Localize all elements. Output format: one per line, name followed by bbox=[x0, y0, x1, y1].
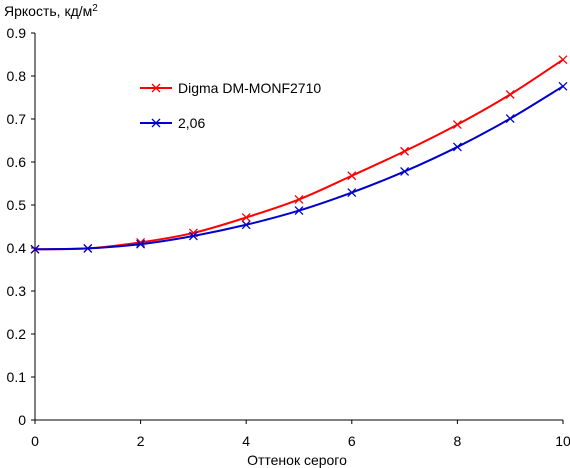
x-tick-label-1: 2 bbox=[137, 433, 145, 449]
series-0-point-4 bbox=[241, 213, 251, 222]
y-tick-label-1: 0.1 bbox=[7, 369, 27, 385]
y-tick-label-8: 0.8 bbox=[7, 68, 27, 84]
series-1-point-0 bbox=[30, 244, 40, 254]
plot-area: 0 0.1 0.2 0.3 0.4 0.5 0.6 0.7 0.8 0.9 0 2 4 6 8 10 Digma… bbox=[7, 25, 570, 449]
x-tick-label-5: 10 bbox=[555, 433, 570, 449]
series-0-point-7 bbox=[400, 146, 410, 156]
series-0-point-10 bbox=[558, 55, 568, 65]
y-tick-label-9: 0.9 bbox=[7, 25, 27, 41]
x-tick-label-4: 8 bbox=[454, 433, 462, 449]
legend-label-0: Digma DM-MONF2710 bbox=[178, 80, 321, 96]
y-axis-title-superscript: 2 bbox=[92, 3, 98, 14]
legend-marker-0 bbox=[151, 83, 161, 93]
x-axis-title: Оттенок серого bbox=[247, 452, 347, 468]
series-0-point-9 bbox=[505, 90, 515, 99]
y-tick-label-2: 0.2 bbox=[7, 326, 27, 342]
series-1-point-2 bbox=[136, 239, 146, 249]
y-tick-label-5: 0.5 bbox=[7, 197, 27, 213]
y-tick-label-4: 0.4 bbox=[7, 240, 27, 256]
legend-label-1: 2,06 bbox=[178, 115, 205, 131]
y-tick-label-0: 0 bbox=[18, 412, 26, 428]
series-1-point-10 bbox=[558, 81, 568, 91]
series-0-point-5 bbox=[294, 194, 304, 204]
series-1-point-6 bbox=[347, 188, 357, 197]
x-tick-label-0: 0 bbox=[31, 433, 39, 449]
x-tick-label-2: 4 bbox=[242, 433, 250, 449]
series-1-point-9 bbox=[505, 114, 515, 124]
series-1-point-8 bbox=[452, 142, 462, 152]
x-tick-label-3: 6 bbox=[348, 433, 356, 449]
series-1-point-7 bbox=[400, 167, 410, 176]
series-0-point-6 bbox=[347, 171, 357, 181]
series-1-point-4 bbox=[241, 220, 251, 230]
y-tick-label-3: 0.3 bbox=[7, 283, 27, 299]
y-tick-label-7: 0.7 bbox=[7, 111, 27, 127]
series-0-point-8 bbox=[452, 120, 462, 130]
series-1-point-5 bbox=[294, 206, 304, 216]
series-1-point-1 bbox=[83, 243, 93, 253]
y-axis-title: Яркость, кд/м2 bbox=[4, 3, 98, 19]
series-1-point-3 bbox=[188, 231, 198, 241]
legend-marker-1 bbox=[151, 118, 161, 128]
y-axis-title-text: Яркость, кд/м bbox=[4, 3, 92, 19]
y-tick-label-6: 0.6 bbox=[7, 154, 27, 170]
